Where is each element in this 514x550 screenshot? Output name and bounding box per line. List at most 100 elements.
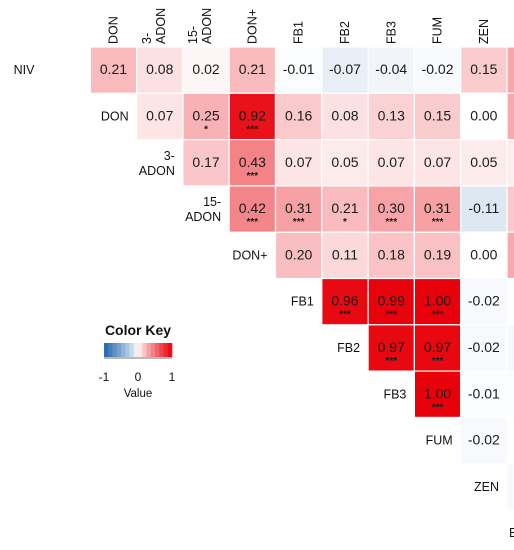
row-label-enn-b: ENN B xyxy=(509,526,514,540)
cell-niv-fb1-value: -0.01 xyxy=(283,61,315,77)
cell-don-plus-enn-b xyxy=(506,231,514,280)
cell-niv-15-adon xyxy=(182,46,230,94)
color-key-swatch xyxy=(116,343,122,357)
cell-don-zen-value: 0.00 xyxy=(470,107,497,123)
column-label-don-plus: DON+ xyxy=(245,9,259,44)
row-labels: NIV DON 3-ADON 15-ADON DON+ FB1 FB2 FB3 FUM ZEN EN… xyxy=(14,63,514,540)
cell-niv-enn-b xyxy=(506,46,514,94)
color-key-swatch xyxy=(108,343,113,357)
cell-15-adon-fum xyxy=(413,185,462,233)
cell-fb2-fb3-significance: *** xyxy=(385,356,397,367)
cell-fb1-fum-value: 1.00 xyxy=(424,293,451,309)
cell-3-adon-fb3-value: 0.07 xyxy=(378,154,405,170)
cell-don-plus-fb3-value: 0.18 xyxy=(378,246,405,262)
color-key-tick-max: 1 xyxy=(169,370,176,384)
cell-fb3-enn-b xyxy=(506,370,514,419)
cell-15-adon-fum-value: 0.31 xyxy=(424,200,451,216)
column-label-15-adon: 15-ADON xyxy=(186,8,214,44)
cell-15-adon-zen-value: -0.11 xyxy=(468,200,499,216)
cell-fb1-enn-b xyxy=(506,277,514,326)
row-label-fum: FUM xyxy=(426,434,453,448)
color-key: Color Key -1 0 1 Value xyxy=(99,322,176,400)
cell-don-enn-b xyxy=(506,92,514,141)
cell-fb2-zen xyxy=(460,324,508,372)
cell-don-plus-fb1 xyxy=(274,231,323,280)
cell-15-adon-enn-b xyxy=(506,185,514,233)
cell-3-adon-fb1 xyxy=(274,139,323,187)
cell-15-adon-fb2-value: 0.21 xyxy=(331,200,358,216)
cell-niv-zen-value: 0.15 xyxy=(470,61,497,77)
cell-15-adon-fb1 xyxy=(274,185,323,233)
column-label-zen: ZEN xyxy=(477,19,491,44)
color-key-swatch xyxy=(150,343,156,357)
cell-fb1-fb2-value: 0.96 xyxy=(331,293,358,309)
cell-don-fb3-value: 0.13 xyxy=(378,107,405,123)
cell-fb2-fb3-value: 0.97 xyxy=(378,339,405,355)
cell-don-plus-fb2-value: 0.11 xyxy=(332,246,358,262)
cell-fb1-fb2 xyxy=(321,277,369,326)
cell-15-adon-fb3 xyxy=(367,185,416,233)
cell-don-plus-fum xyxy=(413,231,462,280)
row-label-fb2: FB2 xyxy=(337,341,360,355)
cell-15-adon-fb1-significance: *** xyxy=(293,217,305,228)
cell-3-adon-zen-value: 0.05 xyxy=(470,154,497,170)
column-label-fb2: FB2 xyxy=(338,21,352,44)
cell-don-zen xyxy=(460,92,508,141)
cell-fb1-fum xyxy=(413,277,462,326)
cell-3-adon-zen xyxy=(460,139,508,187)
cell-fb2-fum-significance: *** xyxy=(432,356,444,367)
cell-3-adon-don-plus-significance: *** xyxy=(247,171,259,182)
color-key-axis-label: Value xyxy=(124,388,153,400)
column-label-fb1: FB1 xyxy=(292,21,306,44)
cell-fb2-fb3 xyxy=(367,324,416,372)
cell-niv-fum-value: -0.02 xyxy=(422,61,454,77)
cell-fb1-fb3-significance: *** xyxy=(385,310,397,321)
cell-15-adon-fb1-value: 0.31 xyxy=(285,200,312,216)
cell-niv-3-adon-value: 0.08 xyxy=(146,61,173,77)
cell-zen-enn-b xyxy=(506,463,514,511)
cell-don-fb2-value: 0.08 xyxy=(331,107,358,123)
cell-niv-fb2-value: -0.07 xyxy=(329,61,361,77)
cell-niv-fb3-value: -0.04 xyxy=(375,61,407,77)
color-key-swatch xyxy=(133,343,139,357)
color-key-tick-mid: 0 xyxy=(135,370,142,384)
column-label-3-adon: 3-ADON xyxy=(140,8,168,44)
cell-niv-don-plus-value: 0.21 xyxy=(239,61,266,77)
cell-3-adon-fb2 xyxy=(321,139,369,187)
cell-3-adon-fum-value: 0.07 xyxy=(424,154,451,170)
column-label-fum: FUM xyxy=(431,17,445,44)
cell-niv-don xyxy=(89,46,138,94)
cell-don-plus-zen-value: 0.00 xyxy=(470,246,497,262)
cell-15-adon-fum-significance: *** xyxy=(432,217,444,228)
cell-fb3-fum-significance: *** xyxy=(432,402,444,413)
cell-3-adon-don-plus-value: 0.43 xyxy=(239,154,266,170)
cell-niv-fb1 xyxy=(274,46,323,94)
cell-fb1-fum-significance: *** xyxy=(432,310,444,321)
row-label-don: DON xyxy=(101,109,129,123)
cell-don-15-adon-significance: * xyxy=(204,124,208,135)
cell-15-adon-fb3-value: 0.30 xyxy=(378,200,405,216)
cell-3-adon-fb1-value: 0.07 xyxy=(285,154,312,170)
cell-fb2-fum-value: 0.97 xyxy=(424,339,451,355)
color-key-swatch xyxy=(112,343,118,357)
cell-don-plus-fum-value: 0.19 xyxy=(424,246,451,262)
row-label-3-adon: 3-ADON xyxy=(139,149,175,178)
cell-3-adon-fb2-value: 0.05 xyxy=(331,154,358,170)
color-key-swatch xyxy=(159,343,164,357)
cell-niv-don-value: 0.21 xyxy=(100,61,127,77)
cell-niv-fb3 xyxy=(367,46,416,94)
cell-fb3-fum-value: 1.00 xyxy=(424,385,451,401)
row-label-zen: ZEN xyxy=(474,480,499,494)
column-label-don: DON xyxy=(106,16,120,44)
row-label-fb3: FB3 xyxy=(383,387,406,401)
color-key-swatch xyxy=(163,343,169,357)
cell-fb1-zen-value: -0.02 xyxy=(468,293,500,309)
cell-don-plus-fb1-value: 0.20 xyxy=(285,246,312,262)
color-key-swatch xyxy=(104,343,109,357)
cell-fb3-zen-value: -0.01 xyxy=(468,385,500,401)
cell-fb1-fb2-significance: *** xyxy=(339,310,351,321)
color-key-title: Color Key xyxy=(105,322,171,338)
cell-don-fum-value: 0.15 xyxy=(424,107,451,123)
row-label-15-adon: 15-ADON xyxy=(185,195,221,224)
